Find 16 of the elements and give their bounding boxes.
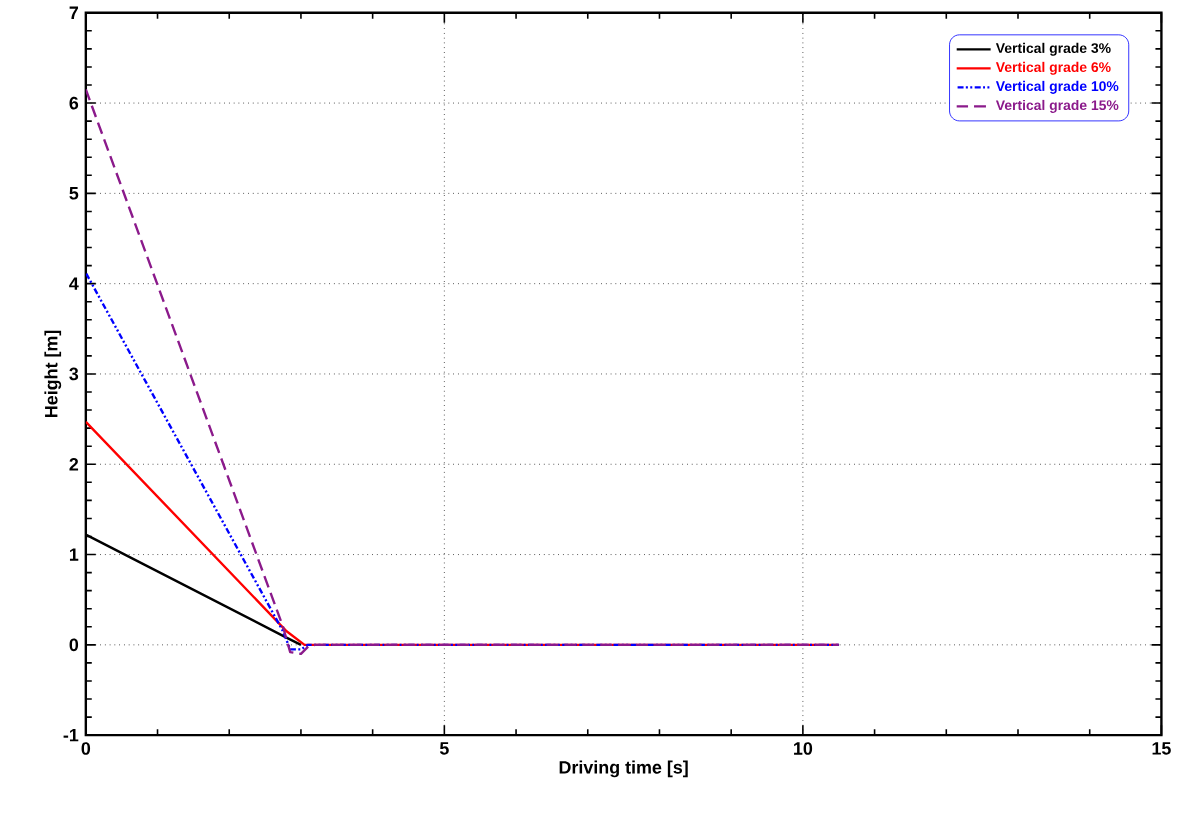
y-axis-title: Height [m] (44, 330, 62, 417)
line-series (85, 87, 840, 655)
y-tick-label: 6 (69, 96, 79, 109)
y-tick-label: 5 (69, 186, 79, 200)
y-tick-label: 7 (69, 6, 79, 19)
x-tick-label: 0 (81, 741, 91, 755)
y-tick-label: 4 (69, 277, 79, 290)
y-tick-label: -1 (63, 728, 79, 741)
y-tick-label: 1 (69, 547, 79, 561)
x-tick-label: 15 (1152, 741, 1171, 755)
x-tick-label: 5 (439, 741, 449, 755)
x-tick-label: 10 (794, 741, 813, 755)
y-tick-label: 3 (69, 367, 79, 380)
x-axis-title: Driving time [s] (559, 760, 688, 777)
y-tick-label: 2 (69, 457, 79, 471)
y-tick-label: 0 (69, 638, 79, 651)
